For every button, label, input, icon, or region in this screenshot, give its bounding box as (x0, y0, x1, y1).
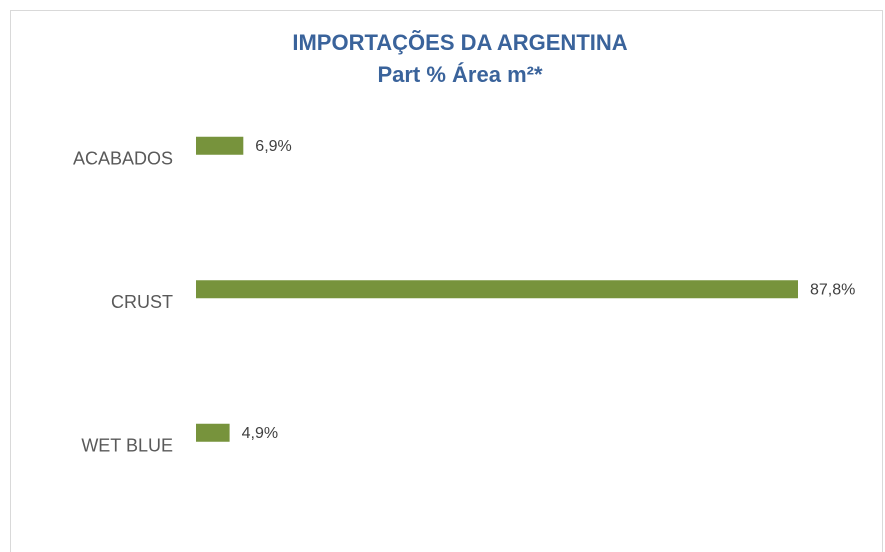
category-label: ACABADOS (73, 149, 173, 169)
category-label: CRUST (111, 292, 173, 312)
chart-title: IMPORTAÇÕES DA ARGENTINA (292, 30, 627, 55)
value-label: 6,9% (255, 138, 291, 155)
value-label: 87,8% (810, 281, 855, 298)
bar (196, 423, 230, 442)
value-label: 4,9% (242, 425, 278, 442)
category-label: WET BLUE (81, 436, 173, 456)
bar (196, 136, 244, 155)
chart-subtitle: Part % Área m²* (377, 62, 543, 87)
bar (196, 280, 798, 299)
